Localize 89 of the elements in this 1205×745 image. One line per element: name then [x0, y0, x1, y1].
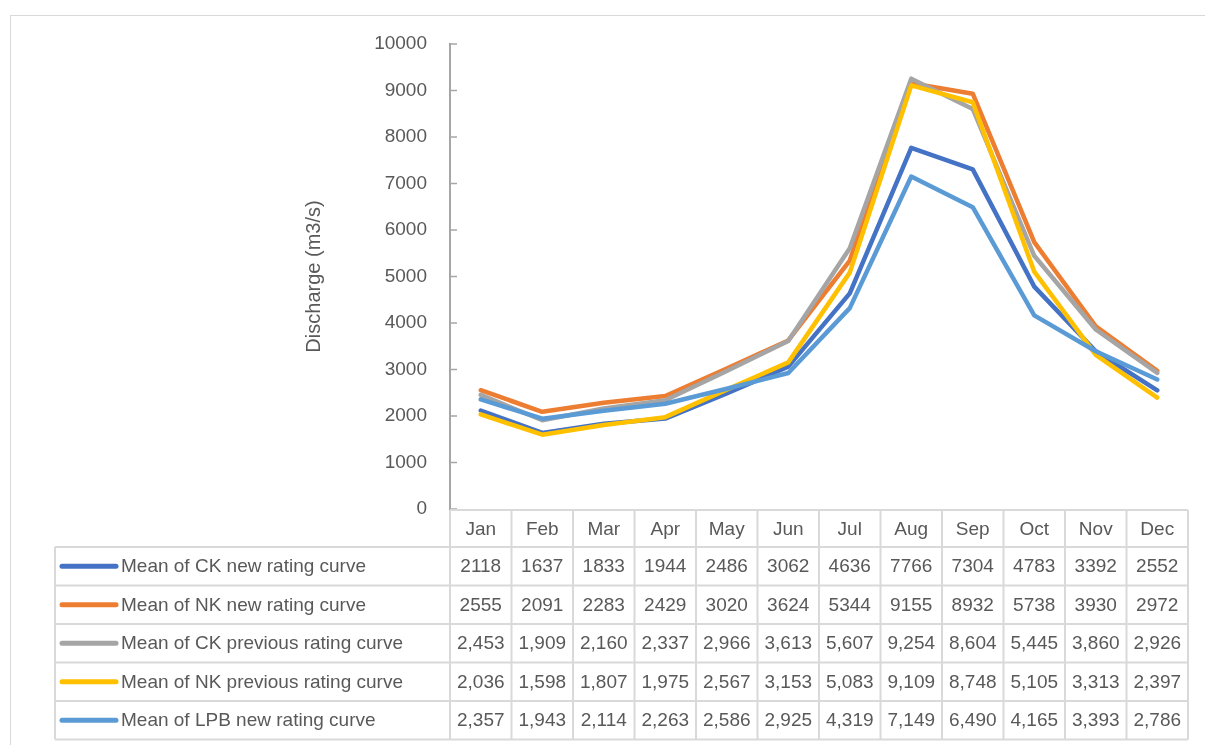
- data-label: 2555: [459, 593, 502, 615]
- x-tick-label: Sep: [955, 517, 990, 539]
- x-tick-label: Nov: [1078, 517, 1114, 539]
- data-label: 4783: [1013, 555, 1056, 577]
- x-tick-label: Dec: [1140, 517, 1175, 539]
- legend-label: Mean of CK previous rating curve: [121, 632, 403, 654]
- data-label: 2,357: [456, 709, 505, 731]
- x-tick-label: Jul: [837, 517, 862, 539]
- data-label: 2,925: [764, 709, 813, 731]
- data-label: 2,453: [456, 632, 505, 654]
- data-label: 5344: [828, 593, 872, 615]
- data-label: 2486: [705, 555, 748, 577]
- x-tick-label: Jun: [772, 517, 804, 539]
- y-tick-label: 2000: [384, 404, 427, 426]
- data-label: 5,083: [825, 670, 874, 692]
- y-tick-label: 7000: [384, 171, 427, 193]
- data-label: 2972: [1136, 593, 1179, 615]
- data-label: 1833: [582, 555, 625, 577]
- data-label: 6,490: [948, 709, 997, 731]
- legend-label: Mean of NK previous rating curve: [121, 670, 403, 692]
- data-label: 2429: [644, 593, 687, 615]
- data-label: 2,786: [1133, 709, 1182, 731]
- data-label: 4,165: [1010, 709, 1059, 731]
- data-label: 1637: [521, 555, 564, 577]
- data-label: 2,036: [456, 670, 505, 692]
- data-label: 3392: [1074, 555, 1117, 577]
- x-tick-label: Aug: [894, 517, 929, 539]
- data-label: 5,607: [825, 632, 874, 654]
- x-tick-label: Mar: [587, 517, 621, 539]
- data-label: 3062: [767, 555, 810, 577]
- legend-label: Mean of LPB new rating curve: [121, 709, 376, 731]
- data-label: 3930: [1074, 593, 1117, 615]
- data-label: 3,860: [1071, 632, 1120, 654]
- y-tick-label: 3000: [384, 357, 427, 379]
- data-label: 9,109: [887, 670, 936, 692]
- y-tick-label: 10000: [374, 32, 427, 54]
- data-label: 2,263: [641, 709, 690, 731]
- legend-label: Mean of CK new rating curve: [121, 555, 367, 577]
- data-label: 8,748: [948, 670, 997, 692]
- data-label: 4,319: [825, 709, 874, 731]
- y-axis-title: Discharge (m3/s): [301, 200, 324, 353]
- data-label: 2,586: [702, 709, 751, 731]
- data-label: 2,966: [702, 632, 751, 654]
- data-label: 3,153: [764, 670, 813, 692]
- data-label: 8,604: [948, 632, 997, 654]
- data-label: 4636: [828, 555, 871, 577]
- data-label: 3624: [767, 593, 810, 615]
- data-label: 1,807: [579, 670, 628, 692]
- data-label: 7,149: [887, 709, 936, 731]
- y-tick-label: 9000: [384, 78, 427, 100]
- data-label: 9,254: [887, 632, 936, 654]
- data-label: 2,160: [579, 632, 628, 654]
- legend-label: Mean of NK new rating curve: [121, 593, 367, 615]
- data-label: 5,445: [1010, 632, 1059, 654]
- data-label: 2,567: [702, 670, 751, 692]
- data-label: 8932: [951, 593, 994, 615]
- data-label: 7304: [951, 555, 995, 577]
- data-label: 1,975: [641, 670, 690, 692]
- data-label: 5738: [1013, 593, 1056, 615]
- data-label: 1,598: [518, 670, 567, 692]
- data-label: 3,613: [764, 632, 813, 654]
- data-label: 1,943: [518, 709, 567, 731]
- data-label: 3020: [705, 593, 748, 615]
- data-label: 2091: [521, 593, 564, 615]
- data-label: 1,909: [518, 632, 567, 654]
- x-tick-label: Jan: [465, 517, 497, 539]
- data-label: 2,926: [1133, 632, 1182, 654]
- x-tick-label: Feb: [525, 517, 559, 539]
- y-tick-label: 0: [416, 497, 427, 519]
- data-label: 2,114: [580, 709, 628, 731]
- data-label: 2283: [582, 593, 625, 615]
- y-tick-label: 4000: [384, 311, 427, 333]
- data-label: 2,397: [1133, 670, 1182, 692]
- data-label: 7766: [890, 555, 933, 577]
- x-tick-label: Apr: [650, 517, 681, 539]
- data-label: 9155: [890, 593, 933, 615]
- y-tick-label: 1000: [384, 450, 427, 472]
- data-label: 5,105: [1010, 670, 1059, 692]
- data-label: 2,337: [641, 632, 690, 654]
- data-label: 2552: [1136, 555, 1179, 577]
- data-label: 1944: [644, 555, 687, 577]
- y-tick-label: 8000: [384, 125, 427, 147]
- data-label: 2118: [460, 555, 502, 577]
- x-tick-label: May: [708, 517, 746, 539]
- data-label: 3,313: [1071, 670, 1120, 692]
- y-tick-label: 6000: [384, 218, 427, 240]
- data-label: 3,393: [1071, 709, 1120, 731]
- x-tick-label: Oct: [1019, 517, 1050, 539]
- y-tick-label: 5000: [384, 264, 427, 286]
